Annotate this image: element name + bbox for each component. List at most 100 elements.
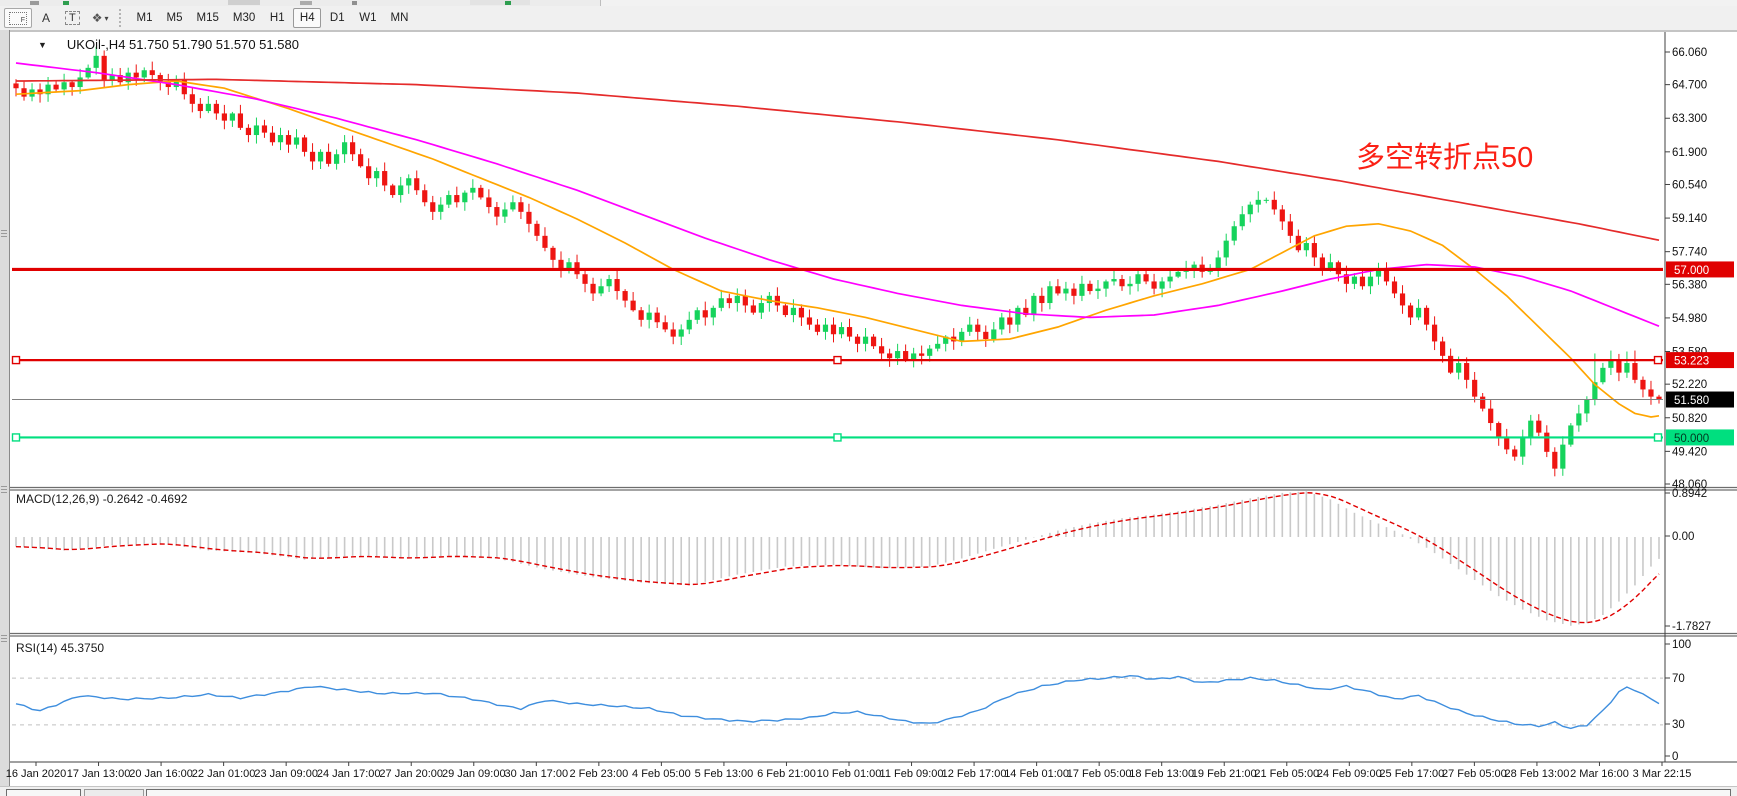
timeframe-button-m30[interactable]: M30: [232, 12, 256, 24]
line-handle[interactable]: [1653, 433, 1663, 442]
rsi-axis-label: 70: [1672, 673, 1685, 685]
price-axis[interactable]: 66.060 64.700 63.300 61.900 60.540 59.140 57.7…: [1665, 47, 1734, 763]
price-axis-label: 54.980: [1672, 313, 1707, 325]
time-axis-label: 17 Feb 05:00: [1067, 768, 1132, 780]
chart-text-annotation[interactable]: 多空转折点50: [1356, 142, 1534, 174]
main-price-pane[interactable]: [10, 32, 1737, 487]
time-axis-label: 4 Feb 05:00: [632, 768, 691, 780]
rsi-indicator-label: RSI(14) 45.3750: [16, 641, 105, 655]
line-handle[interactable]: [11, 433, 21, 442]
timeframe-button-m15[interactable]: M15: [196, 12, 219, 24]
price-axis-label: 52.220: [1672, 379, 1707, 391]
text-label-button[interactable]: A: [34, 8, 58, 28]
price-badge-text: 51.580: [1674, 395, 1709, 407]
symbol-ohlc-title: UKOil-,H4 51.750 51.790 51.570 51.580: [66, 37, 299, 52]
line-handle[interactable]: [833, 433, 842, 442]
rsi-axis-label: 30: [1672, 719, 1685, 731]
timeframe-button-w1[interactable]: W1: [359, 12, 377, 24]
timeframe-button-mn[interactable]: MN: [390, 12, 409, 24]
price-badge-53.223: [1666, 352, 1734, 369]
price-axis-label: 60.540: [1672, 179, 1707, 191]
time-axis-label: 20 Jan 16:00: [129, 768, 193, 780]
timeframe-button-h4[interactable]: H4: [293, 8, 322, 28]
timeframe-button-m5[interactable]: M5: [166, 12, 183, 24]
time-axis-label: 17 Jan 13:00: [67, 768, 131, 780]
price-axis-label: 59.140: [1672, 213, 1707, 225]
chart-title-bar: ▼ UKOil-,H4 51.750 51.790 51.570 51.580: [38, 37, 299, 52]
time-axis-label: 27 Feb 05:00: [1442, 768, 1507, 780]
price-badge-text: 50.000: [1674, 433, 1709, 445]
time-axis-label: 12 Feb 17:00: [942, 768, 1007, 780]
macd-axis-label: -1.7827: [1672, 621, 1711, 633]
toolbar-separator: [118, 9, 126, 27]
ma-fast-orange: [15, 80, 1660, 418]
rsi-pane[interactable]: [10, 637, 1737, 762]
price-axis-label: 64.700: [1672, 80, 1707, 92]
timeframe-button-h1[interactable]: H1: [269, 12, 285, 24]
window-left-gutter: [0, 30, 10, 796]
price-axis-label: 57.740: [1672, 247, 1707, 259]
time-axis-label: 14 Feb 01:00: [1004, 768, 1069, 780]
price-axis-label: 66.060: [1672, 47, 1707, 59]
dotted-grid-f-icon: F: [9, 11, 27, 25]
time-axis-label: 21 Feb 05:00: [1254, 768, 1319, 780]
boxed-t-icon: T: [65, 11, 80, 25]
timeframe-button-d1[interactable]: D1: [329, 12, 345, 24]
chart-tab[interactable]: [6, 789, 81, 796]
time-axis-label: 16 Jan 2020: [6, 768, 67, 780]
price-badge-text: 57.000: [1674, 265, 1709, 277]
time-axis-label: 22 Jan 01:00: [192, 768, 256, 780]
macd-axis-label: 0.8942: [1672, 488, 1707, 500]
indicator-grid-button[interactable]: F: [4, 8, 32, 28]
chart-tab[interactable]: [84, 789, 144, 796]
time-axis-label: 3 Mar 22:15: [1633, 768, 1692, 780]
time-axis-label: 2 Mar 16:00: [1570, 768, 1629, 780]
line-handle[interactable]: [833, 355, 842, 365]
price-axis-label: 48.060: [1672, 479, 1707, 491]
time-axis-label: 18 Feb 13:00: [1129, 768, 1194, 780]
price-axis-label: 49.420: [1672, 446, 1707, 458]
line-handle[interactable]: [1653, 355, 1663, 365]
time-axis-label: 29 Jan 09:00: [442, 768, 506, 780]
arrange-objects-button[interactable]: ❖ ▾: [87, 8, 114, 28]
line-handle[interactable]: [11, 355, 21, 365]
time-axis-label: 24 Feb 09:00: [1317, 768, 1382, 780]
text-box-button[interactable]: T: [60, 8, 85, 28]
price-axis-label: 56.380: [1672, 279, 1707, 291]
price-badge-text: 53.223: [1674, 356, 1709, 368]
timeframe-button-m1[interactable]: M1: [136, 12, 153, 24]
chart-toolbar: F A T ❖ ▾ M1 M5 M15 M30 H1 H4 D1 W1 MN: [0, 6, 1737, 31]
time-axis-label: 2 Feb 23:00: [569, 768, 628, 780]
time-axis-label: 6 Feb 21:00: [757, 768, 816, 780]
arrange-icon: ❖: [91, 11, 103, 25]
candlestick-series: [13, 46, 1662, 477]
price-badge-57.000: [1666, 261, 1734, 278]
price-axis-label: 61.900: [1672, 147, 1707, 159]
time-axis-label: 19 Feb 21:00: [1192, 768, 1257, 780]
time-axis-label: 24 Jan 17:00: [317, 768, 381, 780]
rsi-line: [15, 674, 1660, 730]
time-axis-label: 10 Feb 01:00: [817, 768, 882, 780]
macd-signal-line: [15, 491, 1660, 624]
rsi-axis-label: 100: [1672, 639, 1691, 651]
time-axis-label: 25 Feb 17:00: [1379, 768, 1444, 780]
letter-a-icon: A: [41, 11, 50, 25]
chevron-down-icon: ▾: [104, 13, 109, 23]
macd-axis-label: 0.00: [1672, 531, 1694, 543]
ma-slow-red: [16, 78, 1660, 242]
price-badge-50.000: [1666, 429, 1734, 446]
time-axis-label: 11 Feb 09:00: [880, 768, 944, 780]
one-click-trading-toggle[interactable]: ▼: [38, 39, 47, 50]
price-badge-51.580: [1666, 391, 1734, 408]
price-axis-label: 50.820: [1672, 413, 1707, 425]
time-axis-label: 30 Jan 17:00: [504, 768, 568, 780]
time-axis-label: 27 Jan 20:00: [379, 768, 443, 780]
price-axis-label: 63.300: [1672, 113, 1707, 125]
time-axis-label: 5 Feb 13:00: [695, 768, 754, 780]
clipped-upper-toolbar: [0, 0, 1737, 6]
rsi-axis-label: 0: [1672, 751, 1678, 763]
chart-tab[interactable]: [146, 789, 1731, 796]
